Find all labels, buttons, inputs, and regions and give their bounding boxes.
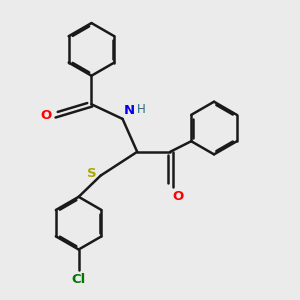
Text: O: O (172, 190, 183, 202)
Text: N: N (123, 104, 134, 117)
Text: O: O (41, 109, 52, 122)
Text: Cl: Cl (71, 273, 86, 286)
Text: H: H (136, 103, 145, 116)
Text: S: S (87, 167, 97, 180)
